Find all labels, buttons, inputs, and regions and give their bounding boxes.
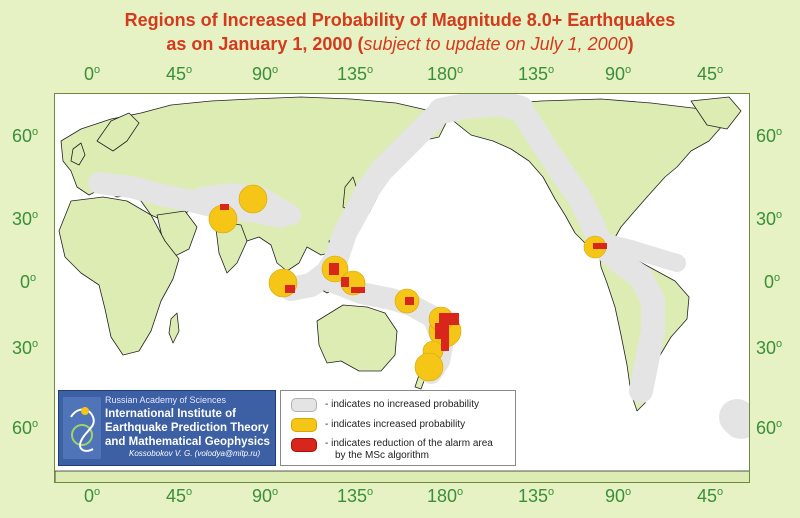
- india: [214, 220, 248, 274]
- top-lon-label-180: 180o: [427, 64, 464, 84]
- left-lat-label-30s: 30o: [12, 338, 39, 358]
- right-lat-label-0: 0o: [764, 272, 781, 292]
- east-pacific-belt: [509, 97, 665, 403]
- legend-swatch-reduction: [291, 438, 317, 452]
- title-update-note: subject to update on July 1, 2000: [363, 34, 628, 54]
- top-lon-label-45: 45o: [166, 64, 193, 84]
- reduction-fiji-b: [435, 323, 449, 339]
- aleutian-belt: [428, 94, 534, 124]
- britain: [70, 142, 86, 166]
- bottom-lon-label-0: 0o: [84, 486, 101, 506]
- top-lon-label-0: 0o: [84, 64, 101, 84]
- scandinavia: [96, 112, 140, 152]
- academy-label: Russian Academy of Sciences: [105, 395, 227, 405]
- right-lat-label-60n: 60o: [756, 126, 783, 146]
- title-date: as on January 1, 2000 (: [166, 34, 364, 54]
- right-lat-label-60s: 60o: [756, 418, 783, 438]
- top-lon-label-135: 135o: [337, 64, 374, 84]
- reduction-new-guinea: [351, 287, 365, 293]
- bottom-lon-label-45w: 45o: [697, 486, 724, 506]
- map-title-line1: Regions of Increased Probability of Magn…: [124, 10, 676, 30]
- increased-himalaya: [238, 184, 268, 214]
- south-sandwich-belt: [719, 399, 749, 439]
- right-lat-label-30n: 30o: [756, 209, 783, 229]
- reduction-pakistan: [220, 204, 229, 210]
- bottom-lon-label-135: 135o: [337, 486, 374, 506]
- institute-name-line3: and Mathematical Geophysics: [105, 436, 270, 448]
- legend-label-no-increase: - indicates no increased probability: [325, 399, 479, 410]
- increased-new-zealand: [414, 352, 444, 382]
- reduction-philippines: [329, 263, 339, 275]
- reduction-solomon: [405, 297, 414, 305]
- institute-name-line1: International Institute of: [105, 408, 236, 420]
- greenland: [690, 96, 742, 130]
- institute-name-line2: Earthquake Prediction Theory: [105, 422, 269, 434]
- reduction-molucca: [341, 277, 349, 287]
- bottom-lon-label-135w: 135o: [518, 486, 555, 506]
- legend-swatch-no-increase: [291, 398, 317, 412]
- top-lon-label-90w: 90o: [605, 64, 632, 84]
- legend-label-reduction-line2: by the MSc algorithm: [335, 450, 429, 461]
- legend-label-reduction: - indicates reduction of the alarm area: [325, 438, 493, 449]
- legend-label-increased: - indicates increased probability: [325, 419, 466, 430]
- bottom-lon-label-45: 45o: [166, 486, 193, 506]
- left-lat-label-30n: 30o: [12, 209, 39, 229]
- bottom-lon-label-90w: 90o: [605, 486, 632, 506]
- title-close: ): [627, 34, 634, 54]
- bottom-lon-label-180: 180o: [427, 486, 464, 506]
- top-lon-label-135w: 135o: [518, 64, 555, 84]
- left-lat-label-60s: 60o: [12, 418, 39, 438]
- australia: [316, 304, 398, 372]
- caribbean-belt: [598, 234, 686, 272]
- top-lon-label-90: 90o: [252, 64, 279, 84]
- legend-swatch-increased: [291, 418, 317, 432]
- reduction-mexico: [593, 243, 607, 249]
- bottom-lon-label-90: 90o: [252, 486, 279, 506]
- right-lat-label-30s: 30o: [756, 338, 783, 358]
- top-lon-label-45w: 45o: [697, 64, 724, 84]
- institute-logo-icon: [63, 397, 101, 459]
- north-america: [450, 98, 724, 250]
- left-lat-label-0: 0o: [20, 272, 37, 292]
- author-credit: Kossobokov V. G. (volodya@mitp.ru): [129, 449, 261, 458]
- reduction-sumatra: [285, 285, 295, 293]
- institute-panel: Russian Academy of Sciences Internationa…: [58, 390, 276, 466]
- reduction-areas: [220, 204, 607, 351]
- reduction-fiji-a: [439, 313, 459, 325]
- antarctica: [55, 470, 749, 482]
- map-title-line2: as on January 1, 2000 (subject to update…: [0, 34, 800, 55]
- map-legend: - indicates no increased probability - i…: [280, 390, 516, 466]
- africa: [58, 196, 180, 356]
- madagascar: [168, 312, 180, 344]
- reduction-tonga: [441, 337, 449, 351]
- left-lat-label-60n: 60o: [12, 126, 39, 146]
